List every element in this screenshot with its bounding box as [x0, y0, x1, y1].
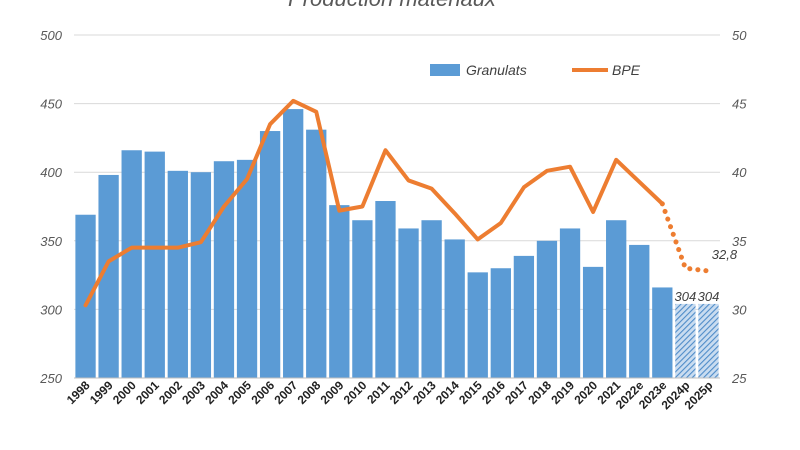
bar-granulats — [167, 170, 188, 378]
bar-granulats — [629, 244, 650, 378]
y-right-tick-label: 40 — [732, 165, 747, 180]
bar-granulats — [582, 266, 604, 378]
x-tick-label: 2017 — [502, 378, 531, 407]
bar-granulats — [306, 129, 327, 378]
y-left-tick-label: 350 — [40, 234, 62, 249]
data-label: 32,8 — [712, 247, 738, 262]
x-tick-label: 2016 — [479, 378, 508, 407]
x-tick-label: 2004 — [202, 378, 231, 407]
x-tick-label: 1999 — [87, 378, 116, 407]
y-left-tick-label: 400 — [40, 165, 62, 180]
line-bpe-solid — [83, 98, 665, 308]
bar-granulats — [559, 228, 581, 378]
x-tick-label: 2014 — [433, 378, 462, 407]
x-tick-label: 2013 — [410, 378, 439, 407]
bar-granulats — [652, 287, 673, 378]
bar-granulats — [536, 240, 558, 378]
legend-swatch-granulats — [430, 64, 460, 76]
legend: Granulats BPE — [430, 62, 641, 78]
chart-title: Production matériaux — [288, 0, 497, 11]
x-tick-label: 2019 — [548, 378, 577, 407]
bar-granulats — [675, 303, 696, 378]
y-left-tick-label: 250 — [39, 371, 62, 386]
bar-granulats — [398, 228, 419, 378]
bar-granulats — [144, 151, 165, 378]
x-tick-label: 2002 — [156, 378, 185, 407]
x-tick-label: 2007 — [272, 378, 301, 407]
x-tick-label: 2020 — [571, 378, 600, 407]
data-labels: 304 304 32,8 — [675, 247, 738, 304]
x-tick-label: 2010 — [341, 378, 370, 407]
y-left-tick-label: 300 — [40, 302, 62, 317]
bar-granulats — [121, 150, 142, 378]
data-label: 304 — [675, 289, 697, 304]
y-right-tick-label: 35 — [732, 234, 747, 249]
bar-granulats — [467, 272, 488, 378]
line-bpe — [83, 98, 711, 308]
x-tick-label: 2000 — [110, 378, 139, 407]
bar-granulats — [513, 255, 535, 378]
x-tick-label: 2011 — [364, 378, 393, 407]
x-tick-label: 1998 — [64, 378, 93, 407]
legend-label-bpe: BPE — [612, 62, 641, 78]
x-tick-label: 2018 — [525, 378, 554, 407]
y-left-tick-label: 450 — [40, 97, 62, 112]
x-tick-label: 2008 — [295, 378, 324, 407]
y-right-tick-label: 25 — [731, 371, 747, 386]
bar-granulats — [236, 159, 258, 378]
bar-granulats — [98, 174, 119, 378]
legend-label-granulats: Granulats — [466, 62, 527, 78]
bar-granulats — [190, 172, 212, 378]
data-label: 304 — [698, 289, 720, 304]
x-tick-label: 2003 — [179, 378, 208, 407]
y-right-tick-label: 45 — [732, 97, 747, 112]
y-left-tick-label: 500 — [40, 28, 62, 43]
line-bpe-dotted — [659, 201, 711, 274]
x-tick-label: 2015 — [456, 378, 485, 407]
bar-granulats — [444, 239, 465, 378]
bar-granulats — [283, 109, 304, 378]
x-tick-label: 2012 — [387, 378, 416, 407]
bar-granulats — [698, 303, 719, 378]
bar-granulats — [259, 131, 281, 378]
bar-granulats — [75, 214, 96, 378]
x-tick-label: 2009 — [318, 378, 347, 407]
bar-granulats — [213, 161, 235, 378]
bar-granulats — [375, 201, 396, 378]
bar-granulats — [329, 205, 350, 378]
bar-granulats — [352, 220, 373, 378]
bar-granulats — [490, 268, 511, 378]
y-right-tick-label: 30 — [732, 302, 747, 317]
x-tick-label: 2001 — [133, 378, 162, 407]
x-tick-label: 2005 — [225, 378, 254, 407]
bar-granulats — [606, 220, 627, 378]
bars-granulats — [75, 109, 719, 378]
y-right-tick-label: 50 — [732, 28, 747, 43]
bar-granulats — [421, 220, 442, 378]
x-tick-label: 2006 — [248, 378, 277, 407]
